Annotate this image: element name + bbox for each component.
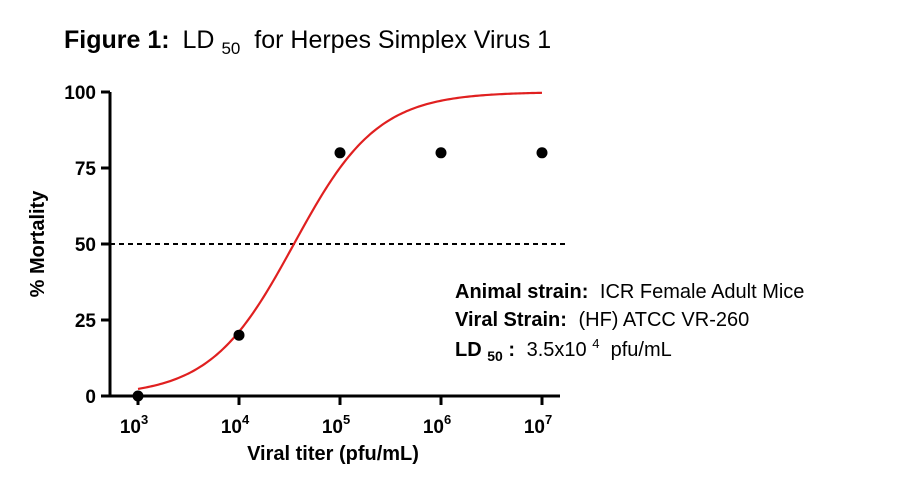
x-ticks: 103 104 105 106 107 bbox=[120, 396, 552, 438]
x-tick-label-1e3: 103 bbox=[120, 412, 148, 438]
data-points bbox=[132, 147, 548, 402]
annotation-ld50-value-sup: 4 bbox=[592, 336, 599, 351]
data-point-4 bbox=[435, 147, 447, 159]
y-tick-label-75: 75 bbox=[75, 159, 97, 180]
title-main-sub: 50 bbox=[221, 39, 240, 58]
fit-curve bbox=[137, 91, 543, 390]
data-point-3 bbox=[334, 147, 346, 159]
annotation-ld50-label-sub: 50 bbox=[487, 348, 503, 364]
data-point-2 bbox=[233, 329, 245, 341]
y-tick-label-100: 100 bbox=[64, 83, 96, 104]
annotation-ld50-value: 3.5x10 bbox=[527, 339, 587, 361]
x-tick-label-1e5: 105 bbox=[322, 412, 350, 438]
chart-title: Figure 1: LD 50 for Herpes Simplex Virus… bbox=[64, 26, 551, 60]
annotation-animal-strain-label: Animal strain: bbox=[455, 281, 588, 303]
data-point-5 bbox=[536, 147, 548, 159]
y-ticks: 0 25 50 75 100 bbox=[64, 83, 110, 408]
annotation-ld50: LD 50 : 3.5x10 4 pfu/mL bbox=[455, 331, 672, 366]
annotation-ld50-label-suffix: : bbox=[508, 339, 515, 361]
annotation-viral-strain: Viral Strain: (HF) ATCC VR-260 bbox=[455, 309, 749, 331]
title-rest: for Herpes Simplex Virus 1 bbox=[247, 26, 551, 54]
annotation-ld50-value-suffix: pfu/mL bbox=[605, 339, 672, 361]
x-tick-label-1e4: 104 bbox=[221, 412, 250, 438]
title-main: LD bbox=[183, 26, 215, 54]
annotation-block: Animal strain: ICR Female Adult Mice Vir… bbox=[455, 281, 804, 366]
x-axis-label: Viral titer (pfu/mL) bbox=[247, 443, 419, 465]
annotation-animal-strain-value: ICR Female Adult Mice bbox=[600, 281, 805, 303]
annotation-viral-strain-value: (HF) ATCC VR-260 bbox=[578, 309, 749, 331]
y-axis-label: % Mortality bbox=[27, 190, 49, 298]
x-tick-label-1e6: 106 bbox=[423, 412, 451, 438]
annotation-animal-strain: Animal strain: ICR Female Adult Mice bbox=[455, 281, 804, 303]
y-tick-label-50: 50 bbox=[75, 235, 96, 256]
title-prefix: Figure 1: bbox=[64, 26, 170, 54]
x-tick-label-1e7: 107 bbox=[524, 412, 552, 438]
annotation-ld50-label: LD bbox=[455, 339, 482, 361]
y-tick-label-25: 25 bbox=[75, 311, 97, 332]
data-point-1 bbox=[132, 390, 144, 402]
y-tick-label-0: 0 bbox=[85, 387, 96, 408]
annotation-viral-strain-label: Viral Strain: bbox=[455, 309, 567, 331]
